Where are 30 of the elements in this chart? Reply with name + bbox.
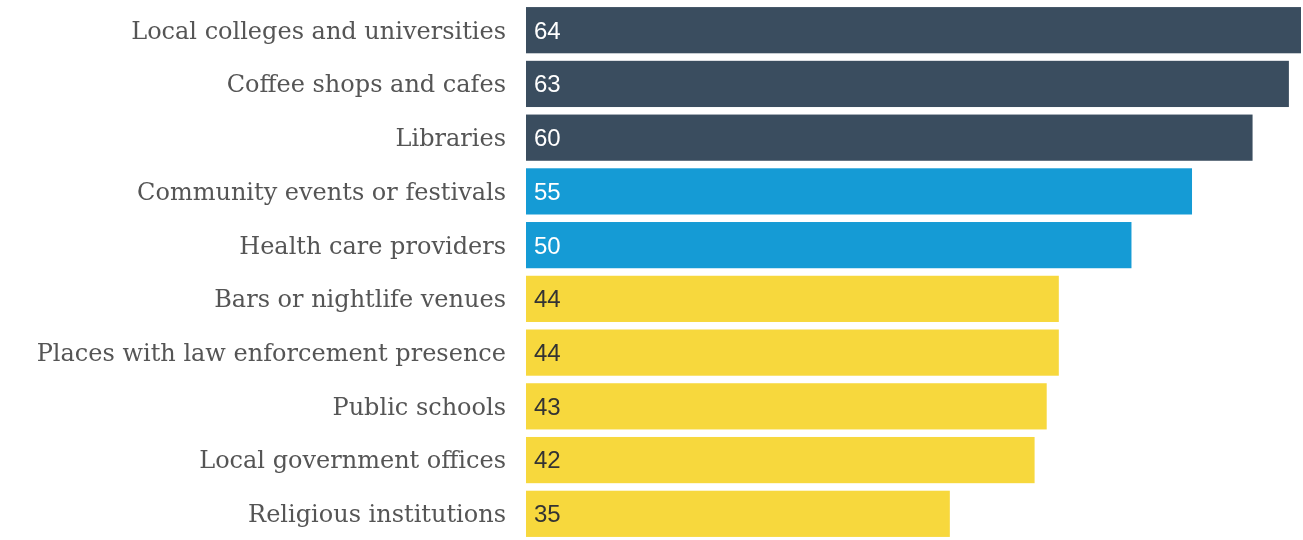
y-tick-label: Community events or festivals	[137, 177, 506, 206]
y-tick-label: Religious institutions	[248, 500, 506, 529]
data-label: 64	[534, 16, 561, 44]
bar	[526, 222, 1132, 269]
bar	[526, 329, 1059, 376]
y-tick-label: Health care providers	[239, 231, 506, 260]
bar	[526, 275, 1059, 322]
data-label: 63	[534, 70, 561, 98]
data-label: 44	[534, 285, 561, 313]
y-tick-label: Public schools	[332, 392, 506, 421]
y-tick-label: Local colleges and universities	[131, 16, 506, 45]
data-label: 35	[534, 500, 561, 528]
bar	[526, 383, 1047, 430]
data-label: 50	[534, 231, 561, 259]
y-tick-label: Bars or nightlife venues	[214, 285, 506, 314]
data-label: 42	[534, 446, 561, 474]
data-label: 43	[534, 392, 561, 420]
data-label: 44	[534, 339, 561, 367]
y-tick-label: Local government offices	[199, 446, 506, 475]
bar	[526, 7, 1301, 54]
bar	[526, 436, 1035, 484]
bar	[526, 490, 950, 537]
y-tick-label: Libraries	[395, 124, 506, 153]
y-tick-label: Coffee shops and cafes	[226, 70, 506, 99]
bar	[526, 60, 1289, 108]
data-label: 60	[534, 124, 561, 152]
bar	[526, 168, 1193, 215]
y-tick-label: Places with law enforcement presence	[36, 339, 506, 368]
bar	[526, 114, 1253, 161]
data-label: 55	[534, 177, 561, 205]
